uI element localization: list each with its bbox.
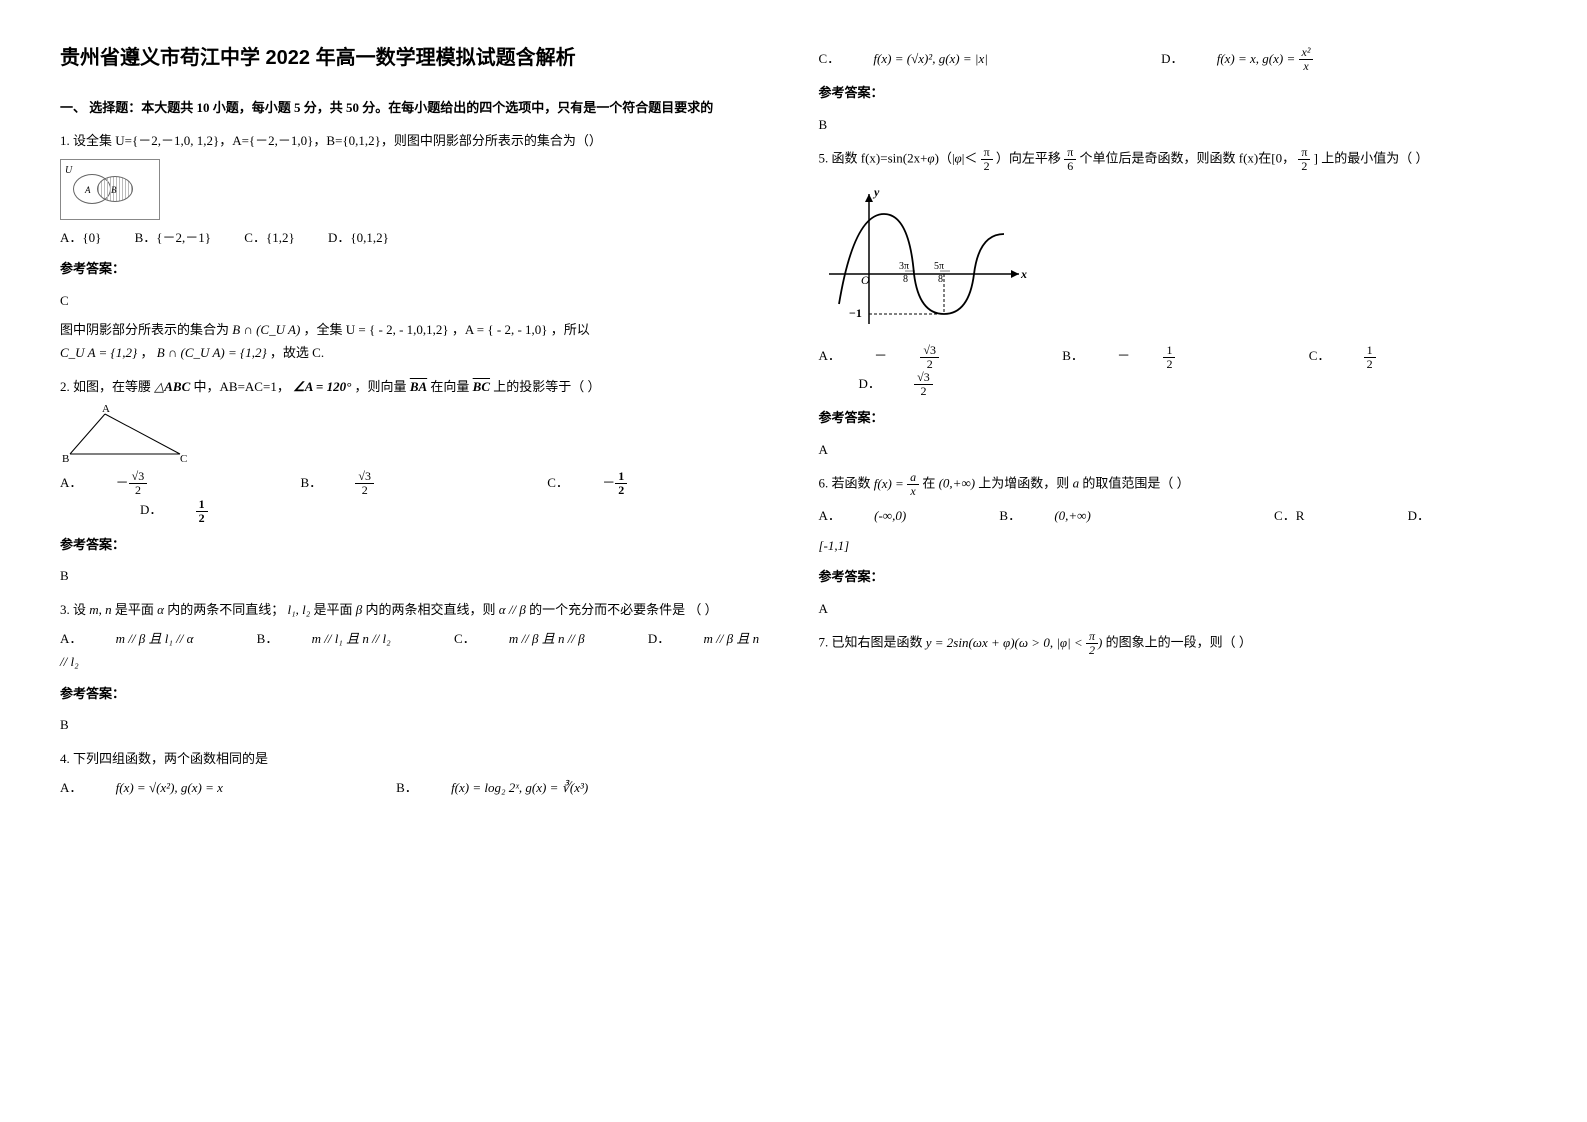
min-label: −1 (849, 306, 862, 320)
page-title: 贵州省遵义市苟江中学 2022 年高一数学理模拟试题含解析 (60, 40, 769, 76)
q1-option-a: A．{0} (60, 230, 101, 245)
q1-explain-1: 图中阴影部分所表示的集合为 B ∩ (C_U A) ，全集 U = { - 2,… (60, 318, 769, 341)
q5-pi-over-2b: π2 (1298, 146, 1310, 173)
tri-label-b: B (62, 453, 69, 465)
q7-fx: y = 2sin(ωx + φ)(ω > 0, |φ| < π2) (926, 635, 1103, 650)
q6-option-b: B． (0,+∞) (999, 508, 1124, 523)
section-1-heading: 一、 选择题：本大题共 10 小题，每小题 5 分，共 50 分。在每小题给出的… (60, 96, 769, 119)
q2-option-a: A． －√32 (60, 475, 211, 490)
q6-options: A． (-∞,0) B． (0,+∞) C．R D． (819, 504, 1528, 527)
tri-label-c: C (180, 453, 187, 465)
q1-option-c: C．{1,2} (244, 230, 294, 245)
q1-option-b: B．{－2,－1} (135, 230, 211, 245)
q4-option-d: D． f(x) = x, g(x) = x²x (1161, 51, 1403, 66)
q6-option-d-pre: D． (1408, 508, 1430, 523)
q2-answer: B (60, 564, 769, 587)
q5-options: A． － √32 B． － 12 C． 12 D． √32 (819, 344, 1528, 399)
q5-option-a: A． － √32 (819, 348, 1003, 363)
q2-option-c: C． －12 (547, 475, 687, 490)
y-label: y (872, 185, 880, 199)
venn-label-b: B (111, 182, 117, 198)
q4-options-row1: A． f(x) = √(x²), g(x) = x B． f(x) = log₂… (60, 776, 769, 799)
q3-option-a: A． m // β 且 l₁ // α (60, 631, 227, 646)
venn-label-u: U (65, 165, 72, 176)
q4-option-b: B． f(x) = log₂ 2ˣ, g(x) = ∛(x³) (396, 780, 618, 795)
q4-answer: B (819, 113, 1528, 136)
q4-option-c: C． f(x) = (√x)², g(x) = |x| (819, 51, 1022, 66)
svg-text:8: 8 (938, 274, 943, 285)
y-axis-arrow (865, 194, 873, 202)
x-axis-arrow (1011, 270, 1019, 278)
origin-label: O (861, 273, 870, 287)
q6-fx: f(x) = ax (874, 476, 919, 491)
q2-vector-bc: BC (473, 379, 490, 394)
triangle-diagram: A B C (60, 404, 190, 464)
question-2: 2. 如图，在等腰 △ABC 中，AB=AC=1， ∠A = 120° ，则向量… (60, 375, 769, 398)
q5-answer-label: 参考答案： (819, 406, 1528, 429)
q1-options: A．{0} B．{－2,－1} C．{1,2} D．{0,1,2} (60, 226, 769, 249)
q3-option-b: B． m // l₁ 且 n // l₂ (257, 631, 424, 646)
q2-option-b: B． √32 (301, 475, 438, 490)
x-label: x (1020, 267, 1027, 281)
q6-answer: A (819, 597, 1528, 620)
q2-answer-label: 参考答案： (60, 533, 769, 556)
question-1: 1. 设全集 U={－2,－1,0, 1,2}，A={－2,－1,0}，B={0… (60, 129, 769, 152)
q1-answer-label: 参考答案： (60, 257, 769, 280)
q5-option-c: C． 12 (1309, 348, 1436, 363)
q2-vector-ba: BA (410, 379, 427, 394)
q2-triangle-symbol: △ABC (154, 379, 190, 394)
q4-answer-label: 参考答案： (819, 81, 1528, 104)
q6-option-a: A． (-∞,0) (819, 508, 940, 523)
xtick-2: 5π (934, 261, 944, 272)
q5-option-d: D． √32 (859, 376, 993, 391)
q4-options-row2: C． f(x) = (√x)², g(x) = |x| D． f(x) = x,… (819, 46, 1528, 73)
sine-plot: O y x 3π 8 5π 8 −1 (819, 184, 1039, 334)
question-6: 6. 若函数 f(x) = ax 在 (0,+∞) 上为增函数，则 a 的取值范… (819, 471, 1528, 498)
q2-option-d: D． 12 (140, 502, 268, 517)
q6-answer-label: 参考答案： (819, 565, 1528, 588)
q5-pi-over-6: π6 (1064, 146, 1076, 173)
question-7: 7. 已知右图是函数 y = 2sin(ωx + φ)(ω > 0, |φ| <… (819, 630, 1528, 657)
question-3: 3. 设 m, n 是平面 α 内的两条不同直线； l₁, l₂ 是平面 β 内… (60, 598, 769, 621)
venn-diagram: U A B (60, 159, 160, 220)
sine-curve (839, 214, 1004, 314)
q5-answer: A (819, 438, 1528, 461)
q3-options: A． m // β 且 l₁ // α B． m // l₁ 且 n // l₂… (60, 627, 769, 674)
q3-answer-label: 参考答案： (60, 682, 769, 705)
question-4: 4. 下列四组函数，两个函数相同的是 (60, 747, 769, 770)
svg-text:8: 8 (903, 274, 908, 285)
xtick-1: 3π (899, 261, 909, 272)
q4-option-a: A． f(x) = √(x²), g(x) = x (60, 780, 256, 795)
tri-label-a: A (102, 403, 110, 415)
q6-option-c: C．R (1274, 508, 1304, 523)
q5-pi-over-2: π2 (981, 146, 993, 173)
q2-options: A． －√32 B． √32 C． －12 D． 12 (60, 470, 769, 525)
q1-explain-2: C_U A = {1,2} ， B ∩ (C_U A) = {1,2} ，故选 … (60, 341, 769, 364)
q1-answer: C (60, 289, 769, 312)
q5-option-b: B． － 12 (1062, 348, 1238, 363)
q2-angle: ∠A = 120° (293, 379, 351, 394)
question-5: 5. 函数 f(x)=sin(2x+φ)（|φ|＜ π2 ）向左平移 π6 个单… (819, 146, 1528, 173)
q1-option-d: D．{0,1,2} (328, 230, 389, 245)
q6-option-d: [-1,1] (819, 534, 1528, 557)
q3-answer: B (60, 713, 769, 736)
q3-option-c: C． m // β 且 n // β (454, 631, 618, 646)
venn-label-a: A (85, 182, 91, 198)
